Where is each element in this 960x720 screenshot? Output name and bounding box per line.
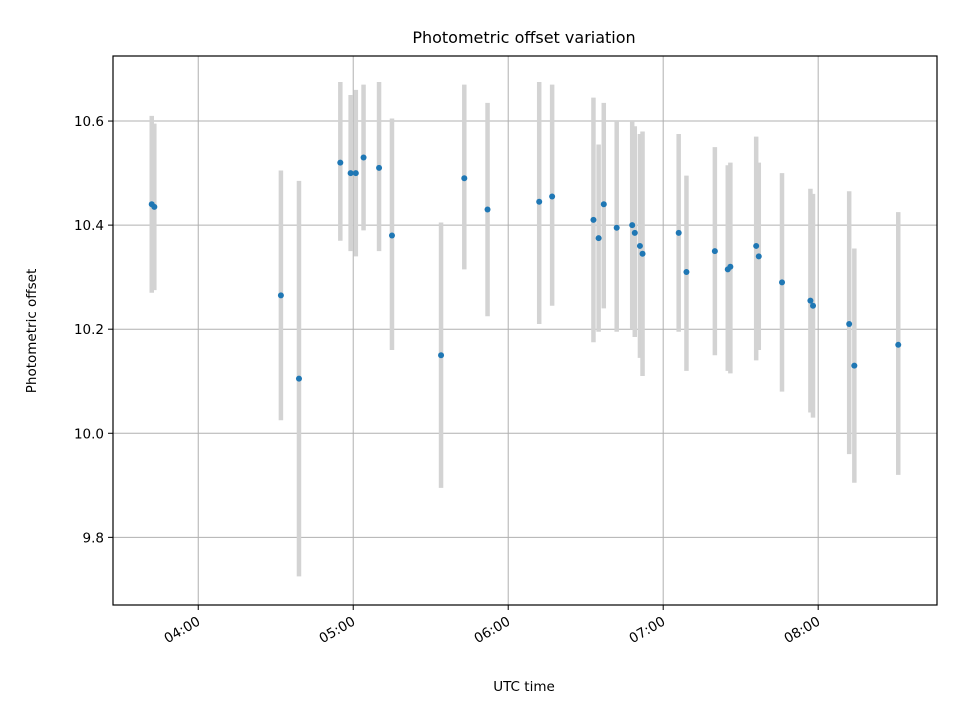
data-point [639,250,646,257]
y-axis-ticks: 9.8 10.0 10.2 10.4 10.6 [74,114,113,546]
data-point [360,154,367,161]
data-point [711,248,718,255]
x-tick-label: 05:00 [317,614,359,647]
data-point [846,320,853,327]
x-tick-label: 04:00 [162,614,204,647]
y-tick-label: 10.4 [74,218,104,234]
y-tick-label: 9.8 [83,530,104,546]
data-point [600,201,607,208]
data-point [590,216,597,223]
data-point [631,229,638,236]
data-point [295,375,302,382]
data-point [683,268,690,275]
x-axis-ticks: 04:00 05:00 06:00 07:00 08:00 [162,605,823,647]
data-point [151,203,158,210]
data-point [755,253,762,260]
data-point [536,198,543,205]
y-tick-label: 10.6 [74,114,104,130]
data-point [438,352,445,359]
data-point [376,164,383,171]
x-axis-label: UTC time [493,679,555,695]
data-point [675,229,682,236]
x-tick-label: 07:00 [627,614,669,647]
data-point [461,175,468,182]
data-point [779,279,786,286]
data-point [388,232,395,239]
data-point [895,341,902,348]
x-tick-label: 08:00 [781,614,823,647]
data-point [337,159,344,166]
data-point [851,362,858,369]
data-point [753,242,760,249]
data-point [807,297,814,304]
data-point [727,263,734,270]
y-tick-label: 10.2 [74,322,104,338]
data-point [613,224,620,231]
data-point [277,292,284,299]
data-point [347,170,354,177]
y-axis-label: Photometric offset [24,269,40,393]
x-tick-label: 06:00 [472,614,514,647]
data-point [484,206,491,213]
data-point [595,235,602,242]
data-point [629,222,636,229]
data-point [549,193,556,200]
chart-title: Photometric offset variation [412,28,635,47]
grid-lines [113,56,937,605]
y-tick-label: 10.0 [74,426,104,442]
data-point [636,242,643,249]
plot-frame [112,55,938,606]
data-point [352,170,359,177]
data-points [148,154,902,382]
data-point [810,302,817,309]
